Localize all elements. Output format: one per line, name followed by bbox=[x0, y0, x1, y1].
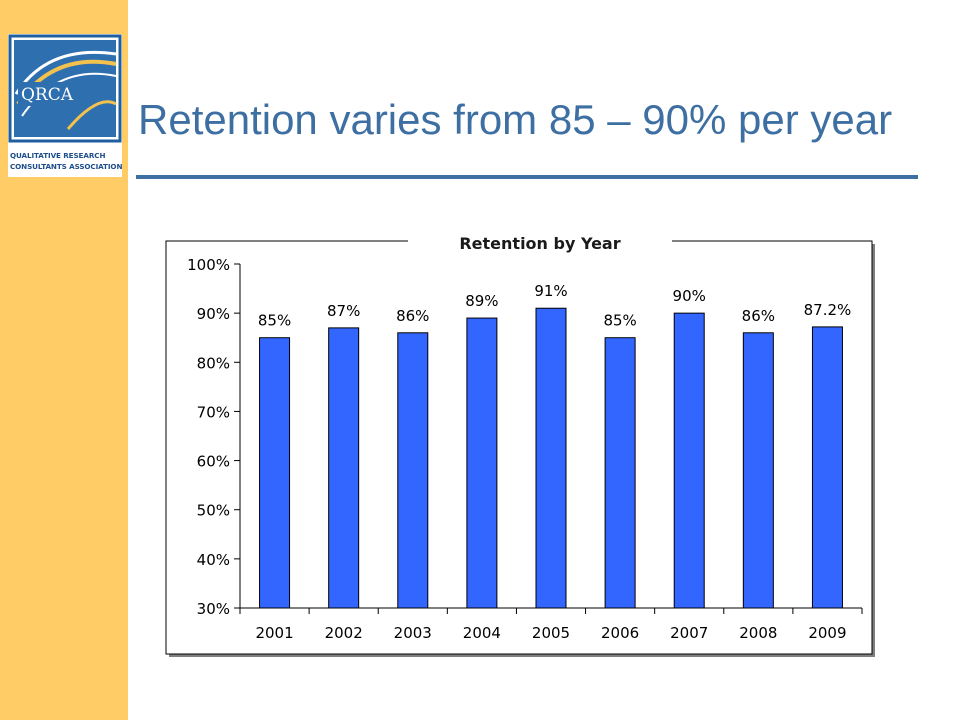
y-axis: 30% 40% 50% 60% 70% 80% 90% 100% bbox=[187, 256, 241, 618]
bar-2007 bbox=[673, 312, 705, 609]
x-tick-label: 2001 bbox=[255, 624, 293, 642]
qrca-logo-mark: QRCA bbox=[8, 34, 122, 143]
data-label-2007: 90% bbox=[673, 287, 706, 305]
value-labels: 85% 87% 86% 89% 91% 85% 90% 86% 87.2% bbox=[258, 282, 851, 329]
data-label-2005: 91% bbox=[534, 282, 567, 300]
y-tick-label: 80% bbox=[197, 354, 230, 372]
y-tick-label: 40% bbox=[197, 551, 230, 569]
bar-2009 bbox=[811, 326, 843, 609]
data-label-2003: 86% bbox=[396, 307, 429, 325]
x-tick-label: 2007 bbox=[670, 624, 708, 642]
x-tick-label: 2009 bbox=[808, 624, 846, 642]
y-tick-label: 30% bbox=[197, 600, 230, 618]
bar-2004 bbox=[466, 317, 498, 609]
y-tick-label: 100% bbox=[187, 256, 230, 274]
data-label-2002: 87% bbox=[327, 302, 360, 320]
bar-2005 bbox=[535, 307, 567, 609]
qrca-logo: QRCA QUALITATIVE RESEARCH CONSULTANTS AS… bbox=[8, 34, 122, 177]
data-label-2006: 85% bbox=[603, 312, 636, 330]
slide-title: Retention varies from 85 – 90% per year bbox=[138, 96, 893, 143]
title-underline bbox=[136, 175, 918, 179]
x-tick-label: 2006 bbox=[601, 624, 639, 642]
logo-mark-text: QRCA bbox=[21, 85, 74, 105]
y-tick-label: 90% bbox=[197, 305, 230, 323]
data-label-2001: 85% bbox=[258, 312, 291, 330]
bar-2003 bbox=[397, 332, 429, 609]
bar-2006 bbox=[604, 337, 636, 609]
logo-line-2: CONSULTANTS ASSOCIATION bbox=[10, 162, 123, 171]
x-tick-label: 2005 bbox=[532, 624, 570, 642]
x-tick-label: 2004 bbox=[463, 624, 501, 642]
x-tick-label: 2002 bbox=[325, 624, 363, 642]
chart-title-gap bbox=[408, 239, 672, 243]
data-label-2009: 87.2% bbox=[804, 301, 852, 319]
y-tick-label: 50% bbox=[197, 502, 230, 520]
chart-title: Retention by Year bbox=[459, 234, 620, 253]
bar-2002 bbox=[328, 327, 360, 609]
bar-2001 bbox=[259, 337, 291, 609]
data-label-2008: 86% bbox=[742, 307, 775, 325]
data-label-2004: 89% bbox=[465, 292, 498, 310]
bars bbox=[259, 307, 843, 609]
x-tick-label: 2008 bbox=[739, 624, 777, 642]
bar-2008 bbox=[742, 332, 774, 609]
logo-line-1: QUALITATIVE RESEARCH bbox=[10, 151, 106, 160]
x-tick-label: 2003 bbox=[394, 624, 432, 642]
y-tick-label: 60% bbox=[197, 453, 230, 471]
y-tick-label: 70% bbox=[197, 403, 230, 421]
